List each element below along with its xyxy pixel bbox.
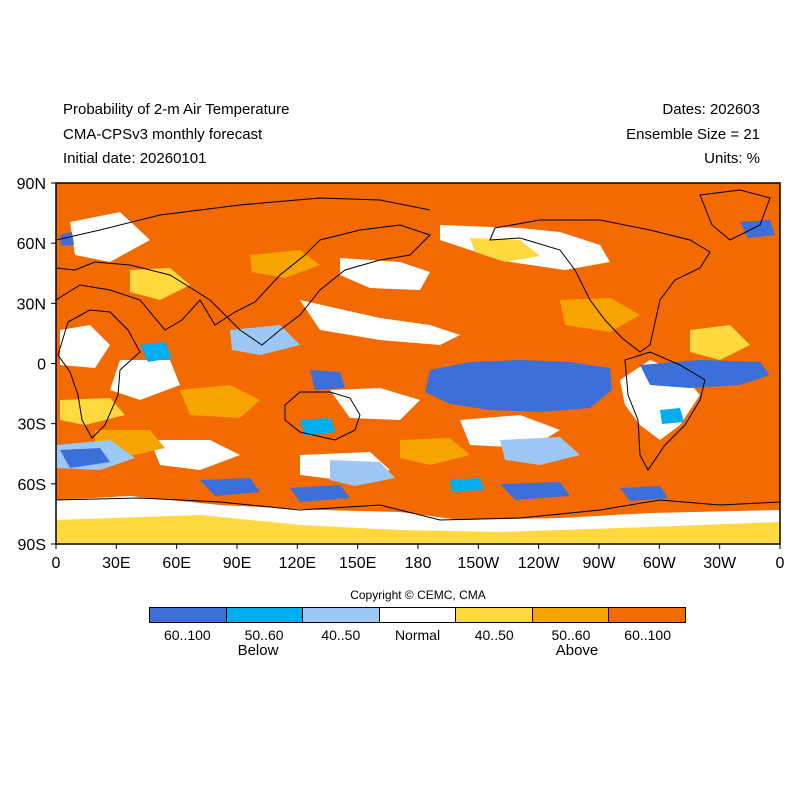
lon-label: 30W bbox=[703, 555, 737, 572]
legend-label: 40..50 bbox=[321, 627, 361, 643]
lon-label: 0 bbox=[776, 555, 785, 572]
lat-label: 0 bbox=[37, 357, 46, 374]
latitude-axis: 90N 60N 30N 0 30S 60S 90S bbox=[17, 176, 56, 554]
legend-below-label: Below bbox=[237, 642, 279, 659]
longitude-axis: 0 30E 60E 90E 120E 150E 180 150W 120W 90W 60W 30W 0 bbox=[52, 544, 785, 572]
legend-colorbar bbox=[149, 607, 686, 623]
lon-label: 90W bbox=[583, 555, 617, 572]
lat-label: 60S bbox=[18, 477, 46, 494]
legend-label: 40..50 bbox=[474, 627, 514, 643]
lon-label: 60E bbox=[162, 555, 190, 572]
legend-label: 50..60 bbox=[244, 627, 284, 643]
legend-label: 60..100 bbox=[624, 627, 671, 643]
legend-label: Normal bbox=[394, 627, 441, 643]
ensemble-size-label: Ensemble Size = 21 bbox=[626, 126, 760, 143]
lat-label: 30N bbox=[17, 296, 46, 313]
legend-label: 50..60 bbox=[551, 627, 591, 643]
lon-label: 150W bbox=[457, 555, 500, 572]
lon-label: 120W bbox=[518, 555, 561, 572]
lat-label: 60N bbox=[17, 236, 46, 253]
copyright-text: Copyright © CEMC, CMA bbox=[350, 588, 486, 602]
lon-label: 0 bbox=[52, 555, 61, 572]
legend-color-box bbox=[532, 608, 610, 622]
legend-above-label: Above bbox=[555, 642, 599, 659]
lat-label: 90S bbox=[18, 537, 46, 554]
legend-color-box bbox=[303, 608, 380, 622]
lat-label: 30S bbox=[18, 417, 46, 434]
below-60-100-regions bbox=[60, 220, 775, 502]
lon-label: 90E bbox=[223, 555, 251, 572]
legend-color-box bbox=[456, 608, 533, 622]
lon-label: 180 bbox=[405, 555, 432, 572]
coastlines bbox=[56, 189, 780, 521]
below-50-60-regions bbox=[140, 342, 684, 492]
title-line-2: CMA-CPSv3 monthly forecast bbox=[63, 126, 263, 143]
legend-color-box bbox=[150, 608, 227, 622]
lon-label: 60W bbox=[643, 555, 677, 572]
title-line-3: Initial date: 20260101 bbox=[63, 150, 207, 167]
units-label: Units: % bbox=[704, 150, 760, 167]
legend-color-box bbox=[609, 608, 686, 622]
legend-color-box bbox=[379, 608, 457, 622]
legend-color-box bbox=[226, 608, 304, 622]
legend-label: 60..100 bbox=[163, 627, 211, 643]
title-line-1: Probability of 2-m Air Temperature bbox=[63, 101, 290, 118]
dates-label: Dates: 202603 bbox=[662, 101, 760, 118]
lat-label: 90N bbox=[17, 176, 46, 193]
above-40-50-regions bbox=[56, 238, 780, 544]
lon-label: 150E bbox=[339, 555, 376, 572]
lon-label: 30E bbox=[102, 555, 130, 572]
lon-label: 120E bbox=[279, 555, 316, 572]
